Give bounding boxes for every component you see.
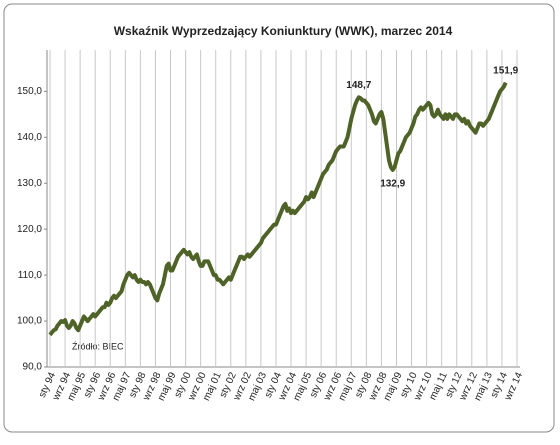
source-note: Źródło: BIEC bbox=[72, 341, 124, 351]
y-tick-label: 150,0 bbox=[17, 86, 42, 97]
y-tick-label: 130,0 bbox=[17, 178, 42, 189]
data-label: 151,9 bbox=[493, 65, 518, 76]
y-tick-label: 100,0 bbox=[17, 316, 42, 327]
y-tick-label: 110,0 bbox=[18, 270, 43, 281]
y-tick-label: 90,0 bbox=[23, 362, 43, 373]
data-line bbox=[48, 81, 508, 337]
data-label: 148,7 bbox=[346, 80, 371, 91]
data-label: 132,9 bbox=[380, 179, 405, 190]
y-tick-label: 140,0 bbox=[17, 132, 42, 143]
y-tick-label: 120,0 bbox=[17, 224, 42, 235]
chart-title: Wskaźnik Wyprzedzający Koniunktury (WWK)… bbox=[114, 24, 453, 38]
